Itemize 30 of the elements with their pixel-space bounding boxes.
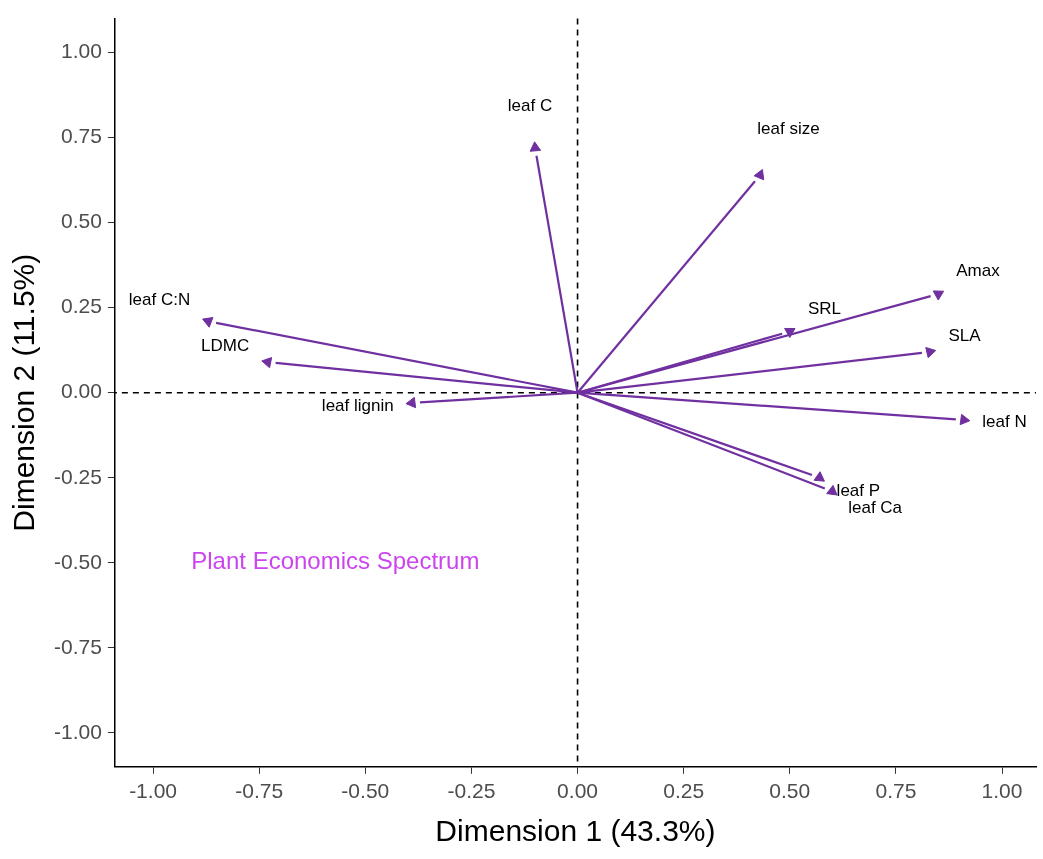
x-axis-title: Dimension 1 (43.3%) [435,814,716,848]
annotation: LDMC [201,335,250,355]
annotation: leaf C:N [128,289,191,309]
x-tick-label: 0.25 [663,779,705,803]
y-tick-label: 0.25 [60,294,102,318]
y-tick-label: 0.75 [60,124,102,148]
y-tick-label: -1.00 [53,719,102,743]
annotation: leaf N [982,412,1027,432]
x-tick-label: 0.75 [875,779,917,803]
annotation: SRL [807,299,842,319]
annotation: leaf C [507,96,553,116]
annotation: leaf lignin [321,395,394,415]
y-tick-label: -0.50 [53,549,102,573]
y-tick-label: 1.00 [60,39,102,63]
annotation: SLA [948,325,982,345]
x-tick-label: 0.00 [557,779,598,803]
annotation: Plant Economics Spectrum [191,547,480,575]
y-axis-title: Dimension 2 (11.5%) [7,253,41,532]
y-tick-label: -0.75 [53,634,102,658]
x-tick-label: -1.00 [129,779,178,803]
annotation: leaf size [757,118,820,138]
x-tick-label: 1.00 [981,779,1023,803]
y-tick-label: 0.00 [60,379,102,403]
x-tick-label: -0.50 [341,779,390,803]
y-tick-label: -0.25 [53,464,102,488]
annotation: Amax [956,260,1001,280]
x-tick-label: -0.75 [235,779,284,803]
x-tick-label: 0.50 [769,779,811,803]
x-tick-label: -0.25 [447,779,496,803]
y-tick-label: 0.50 [60,209,102,233]
